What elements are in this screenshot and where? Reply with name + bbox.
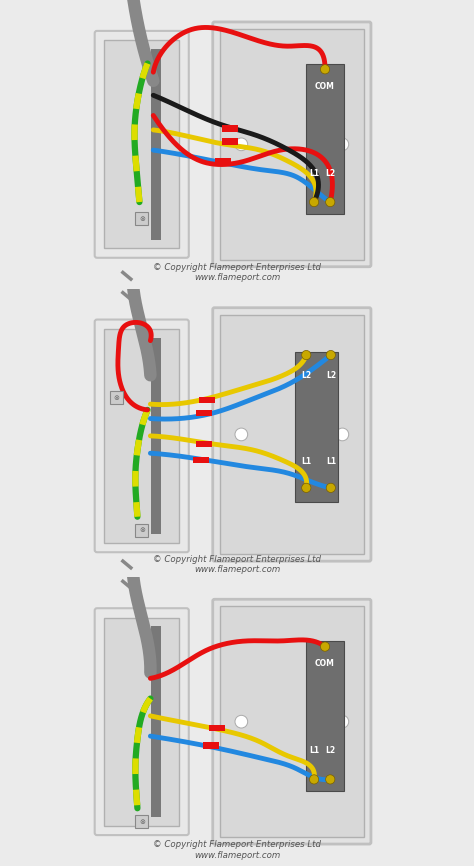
Bar bbox=[151, 626, 161, 818]
Circle shape bbox=[326, 351, 336, 359]
FancyBboxPatch shape bbox=[95, 608, 189, 835]
Bar bbox=[199, 397, 215, 403]
FancyBboxPatch shape bbox=[213, 307, 371, 561]
Circle shape bbox=[320, 65, 329, 74]
Bar bbox=[136, 816, 148, 829]
Bar bbox=[196, 410, 212, 416]
Bar bbox=[104, 329, 179, 543]
Bar bbox=[209, 725, 225, 731]
Circle shape bbox=[336, 715, 349, 728]
Text: L1: L1 bbox=[309, 746, 319, 755]
Bar bbox=[136, 212, 148, 225]
Text: © Copyright Flameport Enterprises Ltd
www.flameport.com: © Copyright Flameport Enterprises Ltd ww… bbox=[153, 840, 321, 860]
Bar bbox=[215, 158, 230, 165]
Bar bbox=[193, 456, 209, 463]
FancyBboxPatch shape bbox=[213, 599, 371, 844]
Text: ⊗: ⊗ bbox=[139, 216, 145, 222]
Text: L2: L2 bbox=[326, 371, 336, 380]
Circle shape bbox=[326, 775, 335, 784]
Circle shape bbox=[326, 197, 335, 207]
Text: L1: L1 bbox=[309, 169, 319, 178]
Text: L2: L2 bbox=[301, 371, 311, 380]
Text: ⊗: ⊗ bbox=[114, 395, 119, 401]
Bar bbox=[219, 29, 364, 260]
FancyBboxPatch shape bbox=[95, 320, 189, 553]
FancyBboxPatch shape bbox=[213, 22, 371, 267]
FancyBboxPatch shape bbox=[95, 31, 189, 258]
Bar bbox=[136, 524, 148, 537]
Circle shape bbox=[301, 483, 311, 493]
Circle shape bbox=[301, 351, 311, 359]
Bar bbox=[196, 441, 212, 447]
Circle shape bbox=[235, 715, 248, 728]
Bar bbox=[306, 63, 344, 214]
Text: COM: COM bbox=[315, 82, 335, 91]
Circle shape bbox=[235, 428, 248, 441]
Bar bbox=[110, 391, 123, 404]
Circle shape bbox=[336, 428, 349, 441]
Circle shape bbox=[326, 483, 336, 493]
Bar bbox=[306, 641, 344, 791]
Text: L1: L1 bbox=[326, 457, 336, 467]
Bar bbox=[219, 606, 364, 837]
Circle shape bbox=[320, 642, 329, 651]
Bar bbox=[219, 314, 364, 554]
Bar bbox=[104, 41, 179, 249]
Text: L2: L2 bbox=[325, 746, 335, 755]
Text: L1: L1 bbox=[301, 457, 311, 467]
Circle shape bbox=[235, 138, 248, 151]
Text: L2: L2 bbox=[325, 169, 335, 178]
Text: ⊗: ⊗ bbox=[139, 527, 145, 533]
Text: COM: COM bbox=[315, 659, 335, 669]
Text: © Copyright Flameport Enterprises Ltd
www.flameport.com: © Copyright Flameport Enterprises Ltd ww… bbox=[153, 554, 321, 574]
Circle shape bbox=[310, 775, 319, 784]
Circle shape bbox=[310, 197, 319, 207]
Bar bbox=[104, 617, 179, 825]
Bar bbox=[222, 126, 238, 132]
Bar bbox=[222, 139, 238, 145]
Bar bbox=[151, 48, 161, 240]
Text: © Copyright Flameport Enterprises Ltd
www.flameport.com: © Copyright Flameport Enterprises Ltd ww… bbox=[153, 263, 321, 282]
Bar bbox=[151, 338, 161, 534]
Bar bbox=[203, 742, 219, 748]
Text: ⊗: ⊗ bbox=[139, 819, 145, 825]
Bar bbox=[295, 352, 338, 502]
Circle shape bbox=[336, 138, 349, 151]
